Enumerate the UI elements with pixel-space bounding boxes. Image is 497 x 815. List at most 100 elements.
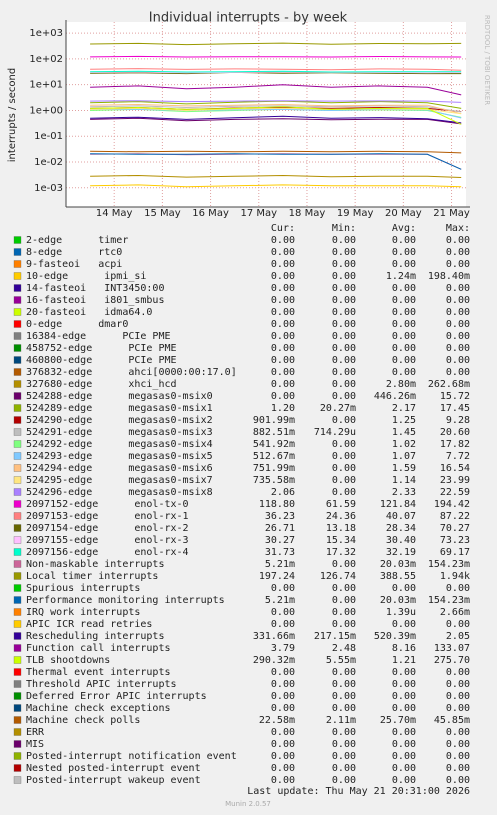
series-line (90, 106, 462, 125)
legend-label: 2097156-edge enol-rx-4 (26, 547, 189, 558)
legend-stat: 20.60 (440, 427, 470, 438)
legend-stat: 0.00 (332, 763, 356, 774)
legend-stat: 217.15m (314, 631, 356, 642)
legend-label: Local timer interrupts (26, 571, 158, 582)
legend-swatch (13, 704, 22, 712)
legend-stat: 0.00 (446, 727, 470, 738)
legend-stat: 24.36 (326, 511, 356, 522)
y-tick-label: 1e+02 (29, 54, 63, 65)
x-tick-label: 17 May (240, 208, 277, 219)
series-line (90, 100, 462, 103)
legend-label: APIC ICR read retries (26, 619, 152, 630)
legend-label: 458752-edge PCIe PME (26, 343, 177, 354)
legend-label: Threshold APIC interrupts (26, 679, 177, 690)
chart-title: Individual interrupts - by week (149, 11, 348, 26)
legend-stat: 0.00 (446, 619, 470, 630)
legend-stat: 0.00 (446, 235, 470, 246)
legend-stat: 0.00 (332, 463, 356, 474)
legend-stat: 2.11m (326, 715, 356, 726)
legend-label: 2-edge timer (26, 235, 128, 246)
column-header: Avg: (392, 223, 416, 234)
legend-stat: 0.00 (446, 679, 470, 690)
legend-swatch (13, 608, 22, 616)
y-tick-label: 1e+03 (29, 28, 63, 39)
legend-stat: 0.00 (271, 739, 295, 750)
legend-stat: 0.00 (446, 763, 470, 774)
legend-stat: 197.24 (259, 571, 295, 582)
legend-label: 8-edge rtc0 (26, 247, 122, 258)
series-line (90, 107, 462, 115)
legend-stat: 0.00 (271, 691, 295, 702)
legend-stat: 40.07 (386, 511, 416, 522)
legend-stat: 126.74 (320, 571, 356, 582)
legend-stat: 262.68m (428, 379, 470, 390)
legend-swatch (13, 644, 22, 652)
legend-stat: 1.02 (392, 439, 416, 450)
legend-stat: 0.00 (332, 619, 356, 630)
legend-swatch (13, 332, 22, 340)
legend-stat: 0.00 (392, 331, 416, 342)
legend-stat: 512.67m (253, 451, 295, 462)
legend-stat: 45.85m (434, 715, 470, 726)
legend-label: 10-edge ipmi_si (26, 271, 146, 282)
legend-swatch (13, 260, 22, 268)
legend-swatch (13, 560, 22, 568)
legend-label: TLB shootdowns (26, 655, 110, 666)
legend-stat: 0.00 (332, 475, 356, 486)
legend-stat: 28.34 (386, 523, 416, 534)
legend-swatch (13, 584, 22, 592)
legend-stat: 61.59 (326, 499, 356, 510)
legend-stat: 0.00 (392, 763, 416, 774)
legend-stat: 2.05 (446, 631, 470, 642)
legend-stat: 0.00 (392, 751, 416, 762)
legend-stat: 0.00 (392, 235, 416, 246)
legend-stat: 0.00 (332, 595, 356, 606)
legend-stat: 0.00 (446, 583, 470, 594)
legend-stat: 0.00 (332, 679, 356, 690)
legend-stat: 0.00 (332, 751, 356, 762)
x-tick-label: 16 May (192, 208, 229, 219)
legend-swatch (13, 740, 22, 748)
legend-swatch (13, 680, 22, 688)
legend-stat: 0.00 (392, 667, 416, 678)
legend-swatch (13, 692, 22, 700)
legend-stat: 0.00 (332, 703, 356, 714)
legend-stat: 275.70 (434, 655, 470, 666)
legend-stat: 0.00 (392, 691, 416, 702)
legend-stat: 0.00 (271, 343, 295, 354)
legend-stat: 7.72 (446, 451, 470, 462)
legend-swatch (13, 632, 22, 640)
legend-stat: 0.00 (332, 343, 356, 354)
legend-stat: 882.51m (253, 427, 295, 438)
legend-stat: 0.00 (332, 367, 356, 378)
legend-stat: 714.29u (314, 427, 356, 438)
legend-stat: 0.00 (446, 307, 470, 318)
legend-stat: 2.80m (386, 379, 416, 390)
legend-stat: 25.70m (380, 715, 416, 726)
legend-swatch (13, 512, 22, 520)
legend-stat: 0.00 (332, 235, 356, 246)
legend-stat: 0.00 (446, 691, 470, 702)
legend-label: Machine check polls (26, 715, 140, 726)
legend-label: 524288-edge megasas0-msix0 (26, 391, 213, 402)
legend-swatch (13, 464, 22, 472)
legend-stat: 520.39m (374, 631, 416, 642)
legend-swatch (13, 524, 22, 532)
x-tick-label: 14 May (96, 208, 133, 219)
legend-label: Deferred Error APIC interrupts (26, 691, 207, 702)
legend-stat: 0.00 (332, 259, 356, 270)
series-line (90, 71, 462, 74)
legend-stat: 0.00 (271, 379, 295, 390)
legend-stat: 0.00 (271, 703, 295, 714)
legend-stat: 0.00 (446, 331, 470, 342)
x-tick-label: 19 May (337, 208, 374, 219)
legend-stat: 0.00 (271, 331, 295, 342)
legend-stat: 1.45 (392, 427, 416, 438)
legend-label: Machine check exceptions (26, 703, 171, 714)
legend-stat: 751.99m (253, 463, 295, 474)
legend-stat: 0.00 (392, 739, 416, 750)
legend-swatch (13, 356, 22, 364)
legend-stat: 0.00 (271, 607, 295, 618)
legend-label: IRQ work interrupts (26, 607, 140, 618)
legend-stat: 20.03m (380, 559, 416, 570)
